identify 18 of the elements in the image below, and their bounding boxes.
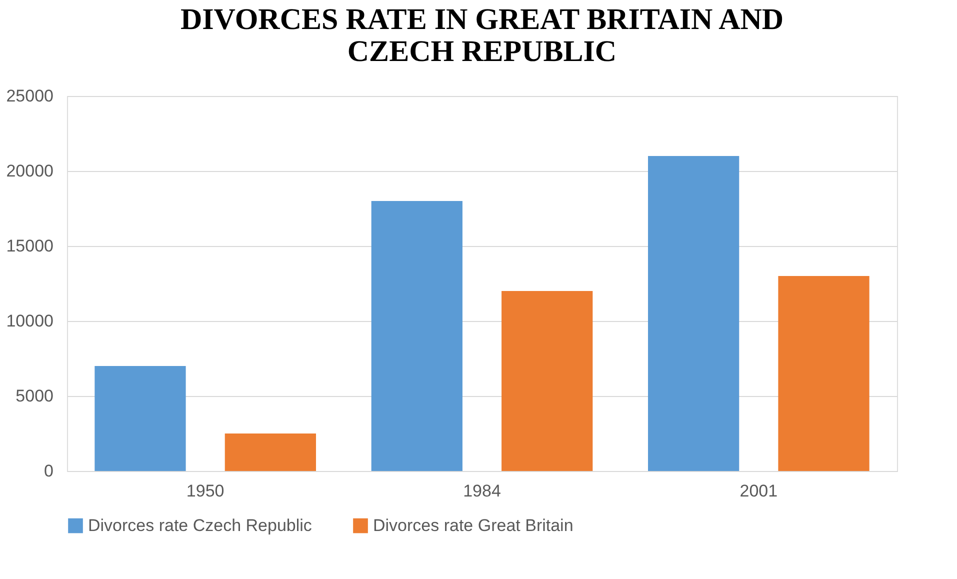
x-tick-label: 2001 <box>740 482 778 500</box>
y-tick-label: 25000 <box>6 86 54 106</box>
bar <box>502 291 593 471</box>
bar <box>94 366 186 471</box>
y-tick-label: 10000 <box>6 312 54 330</box>
bar <box>371 201 462 471</box>
bar <box>648 156 740 471</box>
legend-label: Divorces rate Czech Republic <box>88 516 312 535</box>
bar <box>778 276 870 471</box>
y-tick-label: 5000 <box>16 386 54 406</box>
y-tick-label: 0 <box>44 462 54 480</box>
legend-label: Divorces rate Great Britain <box>373 516 574 535</box>
bar <box>224 434 316 471</box>
x-tick-label: 1984 <box>463 482 501 500</box>
y-tick-label: 15000 <box>6 236 54 256</box>
y-tick-label: 20000 <box>6 162 54 180</box>
chart-title: DIVORCES RATE IN GREAT BRITAIN AND CZECH REPUBLIC <box>180 3 784 68</box>
x-tick-label: 1950 <box>186 482 224 500</box>
